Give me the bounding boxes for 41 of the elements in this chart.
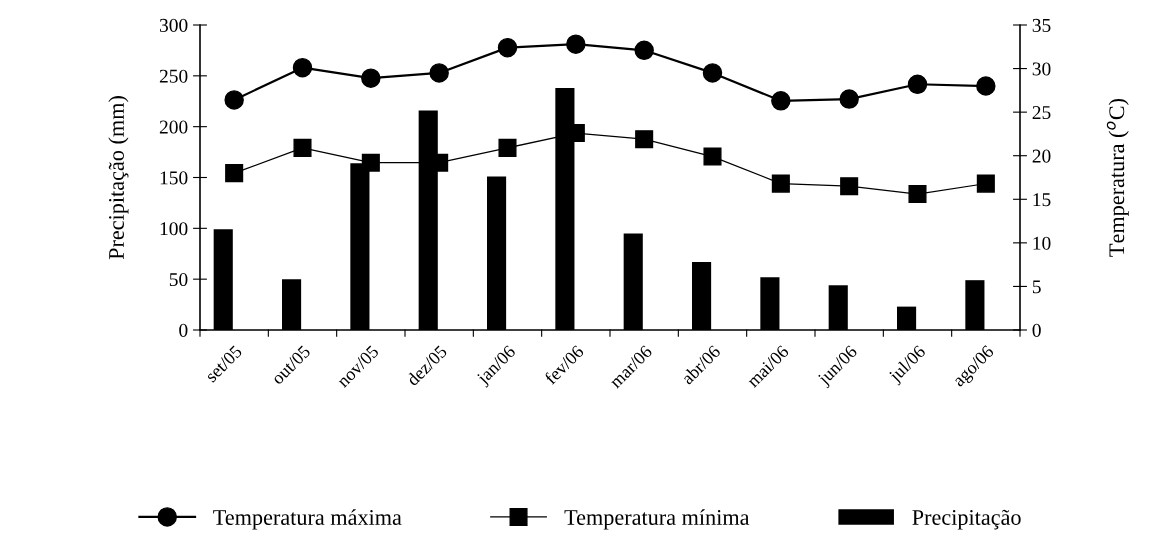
point	[224, 90, 244, 110]
point	[840, 177, 859, 196]
point	[361, 68, 381, 88]
y2-tick-label: 30	[1032, 62, 1051, 76]
point	[498, 138, 517, 157]
point	[293, 138, 312, 157]
y2-tick-label: 25	[1032, 106, 1051, 120]
point	[497, 37, 518, 58]
legend-label: Precipitação	[912, 509, 1021, 530]
point	[292, 57, 313, 78]
y-axis-title: Precipitação (mm)	[108, 96, 129, 260]
point	[566, 34, 586, 54]
y2-tick-label: 35	[1032, 18, 1051, 32]
point	[703, 147, 722, 166]
point	[225, 164, 244, 183]
y-tick-label: 0	[179, 323, 188, 337]
y2-tick-label: 0	[1032, 323, 1041, 337]
point	[634, 40, 654, 60]
legend-label: Temperatura mínima	[564, 509, 750, 530]
point	[839, 89, 859, 109]
y2-tick-label: 10	[1033, 236, 1051, 250]
point	[908, 185, 927, 204]
point	[702, 63, 723, 83]
legend-label: Temperatura máxima	[213, 509, 402, 530]
point	[907, 74, 928, 94]
y-tick-label: 250	[159, 69, 188, 83]
point	[429, 63, 449, 83]
point	[976, 174, 995, 193]
y-tick-label: 150	[160, 171, 188, 185]
y-tick-label: 200	[159, 120, 188, 134]
point	[771, 91, 791, 111]
point	[771, 174, 790, 193]
y-tick-label: 100	[160, 222, 188, 236]
y-tick-label: 50	[169, 272, 188, 287]
y2-tick-label: 20	[1032, 149, 1051, 163]
point	[635, 130, 654, 149]
y2-axis-title: Temperatura ($^{o}$C)	[1106, 99, 1129, 257]
y2-tick-label: 5	[1032, 280, 1041, 294]
y2-tick-label: 15	[1033, 193, 1051, 207]
y-tick-label: 300	[159, 18, 188, 32]
point	[976, 76, 996, 96]
